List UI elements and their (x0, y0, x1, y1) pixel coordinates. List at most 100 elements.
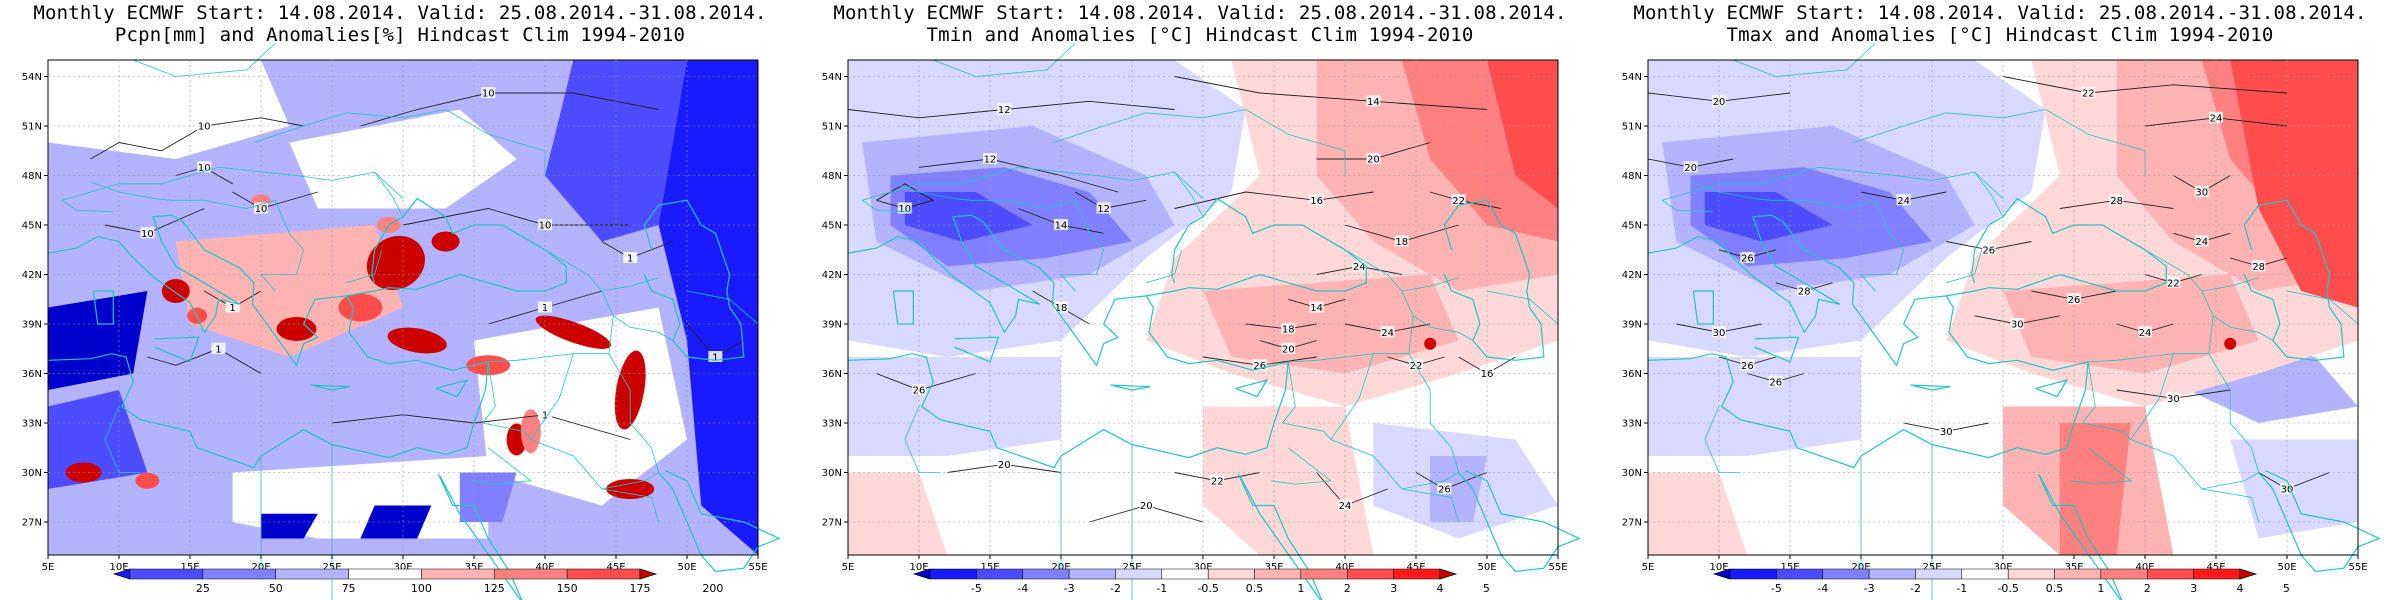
panel-title-line1: Monthly ECMWF Start: 14.08.2014. Valid: … (1633, 2, 2367, 24)
lat-tick-label: 30N (1622, 468, 1642, 479)
colorbar-tick-label: 0.5 (1246, 582, 1264, 595)
contour-label-bg (1352, 260, 1367, 272)
contour-label-bg (2166, 392, 2181, 404)
contour-label-bg (140, 227, 155, 239)
coastlines-borders (1647, 43, 2381, 600)
colorbar-swatch (1254, 568, 1302, 580)
colorbar-swatch (275, 568, 349, 580)
colorbar-tick-label: -5 (971, 582, 982, 595)
country-border (62, 166, 404, 201)
lon-tick-label: 50E (677, 562, 696, 573)
country-border (1330, 353, 1374, 440)
country-border (933, 43, 1076, 77)
country-border (1486, 290, 1559, 325)
contour-label-bg (1939, 425, 1954, 437)
contour-label-bg (211, 342, 226, 354)
contour-label: 22 (2167, 278, 2180, 289)
contour-label: 10 (198, 163, 211, 174)
lon-tick-label: 5E (842, 562, 855, 573)
lon-tick-label: 40E (535, 562, 554, 573)
contour-label-bg (1139, 499, 1154, 511)
map-axes: 54N 51N 48N 45N 42N 39N 36N 33N 30N 27N 5E 10E 15E 20… (22, 59, 768, 573)
colorbar-swatch (929, 568, 977, 580)
lat-tick-label: 54N (1622, 72, 1642, 83)
contour-label-bg (2081, 87, 2096, 98)
contour-label: 30 (2167, 394, 2180, 405)
lat-tick-label: 36N (22, 369, 42, 380)
wet-anomaly (276, 316, 317, 341)
contour-label-bg (2166, 276, 2181, 288)
colorbar-swatch (2100, 568, 2148, 580)
colorbar-swatch (348, 568, 422, 580)
contour-line (876, 183, 935, 209)
cold-anomaly (1704, 192, 1833, 242)
wet-anomaly (187, 307, 208, 324)
lon-tick-label: 35E (464, 562, 483, 573)
colorbar-swatch (1115, 568, 1163, 580)
colorbar-tick-label: 200 (702, 582, 723, 595)
colorbar-tick-label: 3 (2190, 582, 2197, 595)
contour-label: 22 (1452, 196, 1465, 207)
contour-label: 24 (2139, 328, 2152, 339)
lon-tick-label: 30E (1193, 562, 1212, 573)
contour-label-bg (197, 161, 212, 173)
contour-label: 24 (1381, 328, 1394, 339)
contour-label-bg (197, 120, 212, 131)
colorbar-tick-label: -3 (1064, 582, 1075, 595)
contour-label: 20 (1684, 163, 1697, 174)
country-border (1853, 109, 2146, 176)
country-border (1344, 249, 1403, 292)
coastline (310, 384, 351, 391)
contour-label: 30 (1940, 427, 1953, 438)
contour-label: 24 (2210, 113, 2223, 124)
contour-label: 26 (1253, 361, 1266, 372)
colorbar-swatch (202, 568, 276, 580)
coastline (47, 214, 489, 469)
contour-label-bg (1366, 153, 1381, 164)
contour-line (1174, 76, 1488, 110)
contour-label-bg (2209, 111, 2223, 123)
contour-label: 1 (627, 254, 633, 265)
contour-label-bg (1210, 474, 1225, 486)
cold-anomaly (2230, 439, 2358, 539)
tmin-map: 1212141014121618182022242426262020222426… (822, 43, 1581, 600)
country-border (1974, 171, 2004, 217)
colorbar-tick-label: -2 (1110, 582, 1121, 595)
warm-anomaly (1487, 60, 1558, 209)
wet-anomaly (387, 327, 447, 354)
colorbar-tick-label: 75 (342, 582, 356, 595)
colorbar-swatch (976, 568, 1023, 580)
colorbar-swatch (2147, 568, 2194, 580)
country-border (133, 43, 276, 77)
lat-tick-label: 48N (822, 171, 842, 182)
country-border (530, 353, 574, 440)
colorbar-tick-label: -1 (1956, 582, 1967, 595)
contour-label-bg (997, 103, 1012, 115)
contour-label-bg (1281, 342, 1296, 354)
colorbar-tick-label: -4 (1817, 582, 1828, 595)
contour-label: 1 (215, 344, 221, 355)
coastline (154, 336, 200, 363)
contour-line (90, 117, 304, 160)
lon-tick-label: 5E (1642, 562, 1655, 573)
country-border (1401, 488, 1459, 523)
country-border (61, 199, 114, 213)
lon-tick-label: 45E (1406, 562, 1425, 573)
coastline (2258, 470, 2381, 573)
colorbar-tick-label: -2 (1910, 582, 1921, 595)
coastline (2035, 379, 2069, 398)
panel-tmin: Monthly ECMWF Start: 14.08.2014. Valid: … (800, 0, 1600, 600)
colorbar-swatch (1961, 568, 2009, 580)
warm-anomaly (2230, 60, 2358, 308)
contour-label: 20 (1282, 344, 1295, 355)
country-border (1271, 447, 1332, 485)
coastline (1754, 336, 1800, 363)
country-border (2212, 315, 2274, 341)
contour-label: 14 (1367, 97, 1380, 108)
contour-label-bg (1740, 252, 1755, 263)
coastline (1146, 197, 1367, 297)
contour-label: 26 (1769, 377, 1782, 388)
contour-label: 10 (141, 229, 154, 240)
contour-line (147, 348, 262, 374)
contour-label: 30 (2011, 320, 2024, 331)
